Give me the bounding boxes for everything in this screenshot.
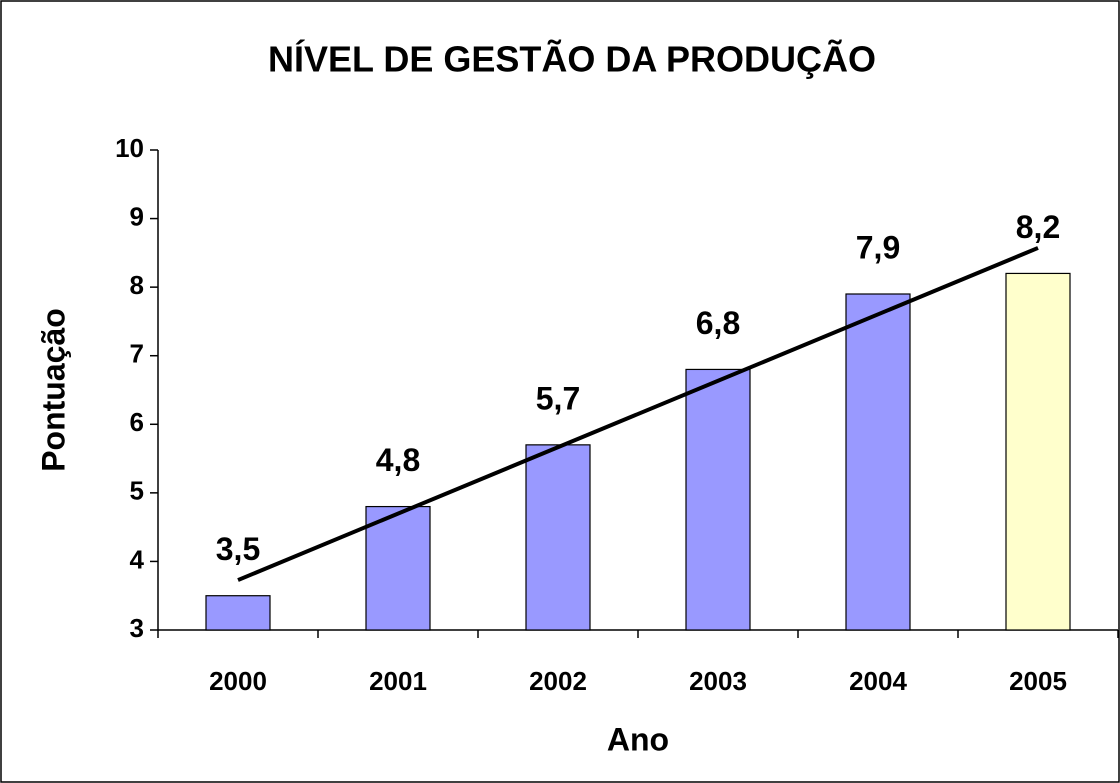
x-tick-label: 2001 [369, 666, 427, 696]
y-tick-label: 10 [115, 133, 144, 163]
x-tick-label: 2004 [849, 666, 907, 696]
value-label: 3,5 [216, 531, 260, 567]
bar [685, 368, 751, 631]
value-label: 5,7 [536, 380, 580, 416]
bar [845, 293, 911, 631]
chart-title: NÍVEL DE GESTÃO DA PRODUÇÃO [268, 38, 876, 80]
x-tick-label: 2000 [209, 666, 267, 696]
trend-line [237, 246, 1039, 582]
value-label: 6,8 [696, 305, 740, 341]
y-tick-label: 6 [130, 407, 144, 437]
bar [525, 444, 591, 631]
y-tick-label: 9 [130, 201, 144, 231]
bar [1005, 272, 1071, 631]
y-tick-label: 3 [130, 613, 144, 643]
bar [205, 595, 271, 631]
x-axis-title: Ano [607, 721, 669, 757]
y-axis-title: Pontuação [35, 308, 71, 472]
bar [365, 505, 431, 631]
x-tick-label: 2002 [529, 666, 587, 696]
value-label: 7,9 [856, 229, 900, 265]
y-tick-label: 8 [130, 270, 144, 300]
value-label: 4,8 [376, 442, 420, 478]
y-tick-label: 7 [130, 339, 144, 369]
value-label: 8,2 [1016, 209, 1060, 245]
x-tick-label: 2005 [1009, 666, 1067, 696]
y-tick-label: 4 [130, 544, 145, 574]
x-tick-label: 2003 [689, 666, 747, 696]
y-tick-label: 5 [130, 476, 144, 506]
